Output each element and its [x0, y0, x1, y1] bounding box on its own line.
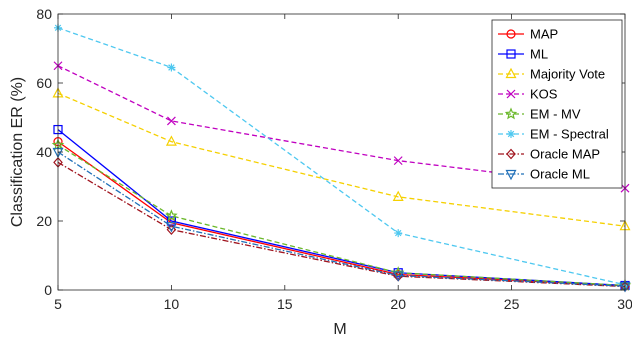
- legend-label: Majority Vote: [530, 67, 605, 82]
- series-line: [57, 141, 626, 287]
- legend-label: KOS: [530, 87, 558, 102]
- legend-marker: [506, 89, 516, 99]
- y-axis-label: Classification ER (%): [9, 77, 26, 227]
- y-tick-label: 40: [36, 144, 52, 160]
- legend-entry: Oracle MAP: [498, 147, 600, 162]
- series-layer: [51, 23, 632, 293]
- y-tick-label: 60: [36, 75, 52, 91]
- legend-label: Oracle MAP: [530, 147, 600, 162]
- series-line: [57, 161, 626, 288]
- legend-marker: [506, 148, 516, 160]
- legend-label: EM - Spectral: [530, 127, 609, 142]
- legend-entry: Oracle ML: [498, 167, 590, 182]
- x-tick-label: 15: [277, 296, 293, 312]
- data-point: [167, 63, 176, 72]
- series-line: [57, 144, 626, 287]
- data-point: [392, 190, 404, 201]
- series-oracle-ml: [52, 147, 631, 293]
- y-tick-label: 80: [36, 6, 52, 22]
- data-point: [166, 116, 176, 126]
- x-axis-label: M: [333, 321, 346, 338]
- legend: MAP ML Majority Vote KOS EM - MV EM - Spectra…: [491, 19, 623, 189]
- legend-label: EM - MV: [530, 107, 581, 122]
- data-point: [391, 266, 405, 279]
- legend-box: [491, 19, 623, 189]
- x-tick-label: 25: [504, 296, 520, 312]
- legend-label: MAP: [530, 27, 558, 42]
- legend-label: ML: [530, 47, 548, 62]
- legend-label: Oracle ML: [530, 167, 590, 182]
- legend-marker: [505, 67, 517, 79]
- axes: 5 10 15 20 25 30 0 20 40 60 80: [36, 6, 632, 312]
- y-tick-label: 0: [44, 282, 52, 298]
- legend-marker: [504, 107, 518, 120]
- data-point: [393, 156, 403, 166]
- y-tick-label: 20: [36, 213, 52, 229]
- legend-entry: KOS: [498, 87, 558, 102]
- data-point: [394, 229, 403, 238]
- x-tick-label: 5: [54, 296, 62, 312]
- x-tick-label: 10: [164, 296, 180, 312]
- x-tick-label: 30: [617, 296, 632, 312]
- legend-marker: [507, 130, 515, 138]
- series-line: [57, 27, 626, 286]
- series-line: [57, 65, 626, 189]
- x-tick-label: 20: [390, 296, 406, 312]
- legend-marker: [506, 29, 516, 39]
- data-point: [165, 209, 178, 222]
- data-point: [392, 271, 404, 282]
- legend-entry: MAP: [498, 27, 558, 42]
- data-point: [166, 224, 177, 236]
- data-point: [165, 222, 177, 233]
- legend-entry: Majority Vote: [498, 67, 605, 82]
- legend-entry: EM - MV: [498, 107, 581, 122]
- legend-entry: ML: [498, 47, 548, 62]
- legend-marker: [505, 169, 517, 181]
- legend-marker: [506, 49, 516, 59]
- legend-entry: EM - Spectral: [498, 127, 609, 142]
- data-point: [165, 135, 177, 146]
